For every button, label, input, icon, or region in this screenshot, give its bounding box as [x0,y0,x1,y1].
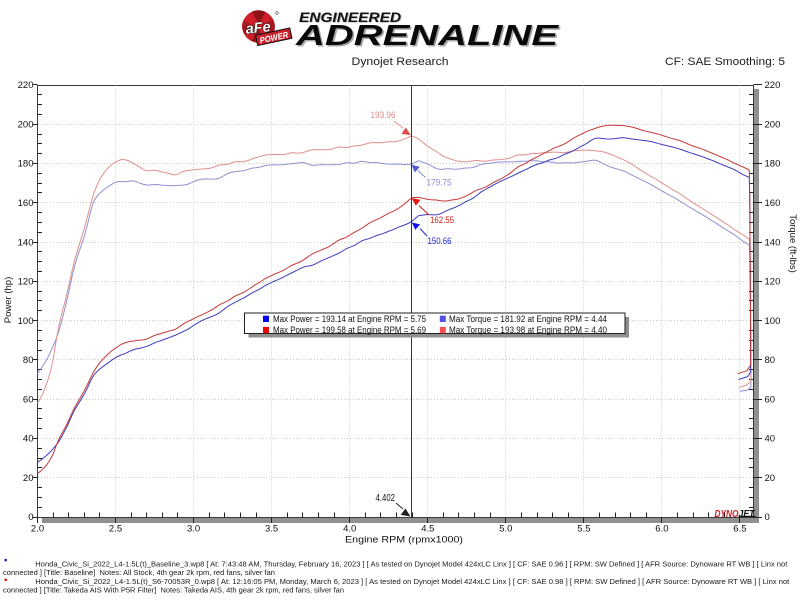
svg-text:ADRENALINE: ADRENALINE [295,20,561,52]
svg-text:connected ] [Title: Takeda AIS: connected ] [Title: Takeda AIS With P5R … [3,586,344,595]
svg-text:140: 140 [765,237,781,248]
svg-text:162.55: 162.55 [430,215,454,226]
svg-text:6.5: 6.5 [733,524,746,535]
svg-text:40: 40 [765,434,776,445]
svg-text:120: 120 [18,277,34,288]
svg-text:Max Torque = 193.98 at Engine: Max Torque = 193.98 at Engine RPM = 4.40 [449,325,607,336]
svg-text:4.5: 4.5 [421,524,434,535]
svg-text:100: 100 [765,316,781,327]
svg-text:Power (hp): Power (hp) [3,277,14,323]
svg-text:DYNO: DYNO [715,508,739,520]
svg-text:connected ] [Title: Baseline]: connected ] [Title: Baseline] Notes: All… [3,568,275,577]
svg-text:Dynojet Research: Dynojet Research [352,56,449,68]
svg-text:80: 80 [765,355,776,366]
svg-text:Honda_Civic_Si_2022_L4-1.5L(t): Honda_Civic_Si_2022_L4-1.5L(t)_Baseline_… [35,560,788,569]
svg-text:179.75: 179.75 [427,178,452,189]
svg-text:80: 80 [23,355,34,366]
svg-text:140: 140 [18,237,34,248]
svg-text:Torque (ft-lbs): Torque (ft-lbs) [787,214,798,273]
svg-text:CF: SAE Smoothing: 5: CF: SAE Smoothing: 5 [665,56,785,68]
svg-text:180: 180 [18,159,34,170]
svg-text:5.0: 5.0 [499,524,512,535]
svg-text:Honda_Civic_Si_2022_L4-1.5L(t): Honda_Civic_Si_2022_L4-1.5L(t)_S6-70053R… [35,577,790,586]
svg-text:Engine RPM (rpmx1000): Engine RPM (rpmx1000) [345,535,463,546]
svg-text:4.402: 4.402 [376,493,396,504]
svg-text:60: 60 [765,394,776,405]
svg-text:200: 200 [765,120,781,131]
svg-text:3.0: 3.0 [187,524,200,535]
svg-text:JET: JET [739,508,756,520]
svg-text:160: 160 [18,198,34,209]
svg-text:193.96: 193.96 [371,110,396,121]
svg-text:160: 160 [765,198,781,209]
svg-text:220: 220 [18,80,34,91]
svg-text:220: 220 [765,80,781,91]
svg-text:2.5: 2.5 [109,524,122,535]
svg-text:40: 40 [23,434,34,445]
svg-text:3.5: 3.5 [265,524,278,535]
svg-text:5.5: 5.5 [577,524,590,535]
svg-text:0: 0 [765,512,770,523]
svg-text:180: 180 [765,159,781,170]
svg-text:6.0: 6.0 [655,524,668,535]
svg-text:20: 20 [765,473,776,484]
svg-text:60: 60 [23,394,34,405]
svg-text:2.0: 2.0 [31,524,44,535]
svg-text:Max Torque = 181.92 at Engine: Max Torque = 181.92 at Engine RPM = 4.44 [449,314,607,325]
svg-text:ENGINEERED: ENGINEERED [299,9,401,25]
svg-text:150.66: 150.66 [428,236,452,247]
svg-text:20: 20 [23,473,34,484]
svg-text:4.0: 4.0 [343,524,356,535]
svg-text:120: 120 [765,277,781,288]
svg-text:0: 0 [28,512,33,523]
svg-text:200: 200 [18,120,34,131]
svg-text:Max Power = 193.14 at Engine R: Max Power = 193.14 at Engine RPM = 5.75 [273,314,426,325]
svg-text:100: 100 [18,316,34,327]
svg-text:Max Power = 199.58 at Engine R: Max Power = 199.58 at Engine RPM = 5.69 [273,325,426,336]
